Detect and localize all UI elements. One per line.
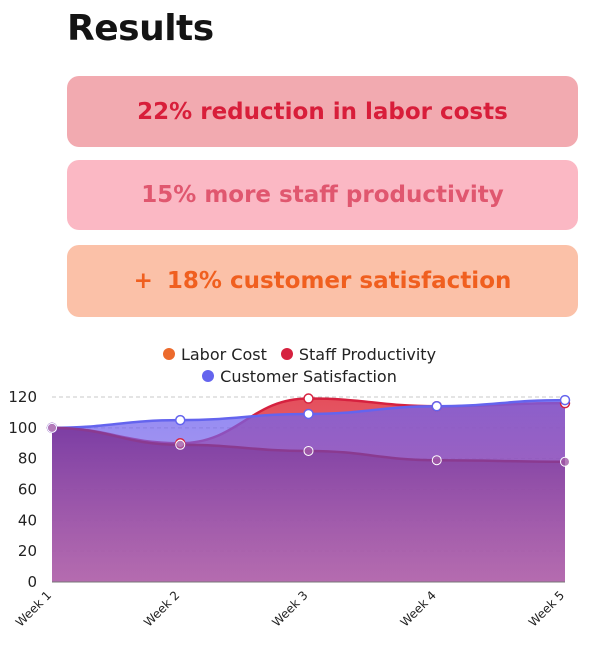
y-tick-label: 40 [18, 511, 37, 529]
result-card-satisfaction: + 18% customer satisfaction [67, 245, 578, 317]
legend-dot-icon [280, 348, 293, 360]
x-tick-label: Week 1 [13, 588, 54, 629]
y-tick-label: 60 [18, 481, 37, 499]
data-point-labor-cost [303, 445, 314, 456]
result-card-text: 15% more staff productivity [141, 182, 504, 208]
y-tick-label: 100 [8, 419, 37, 437]
chart-legend: Labor Cost Staff Productivity Customer S… [0, 343, 599, 387]
y-tick-label: 80 [18, 450, 37, 468]
series-area-labor-cost [52, 427, 565, 582]
x-tick-label: Week 3 [269, 588, 310, 629]
data-point-labor-cost [560, 456, 570, 467]
legend-item-staff-productivity[interactable]: Staff Productivity [280, 344, 437, 364]
data-point-customer-satisfaction [431, 401, 442, 412]
legend-item-labor-cost[interactable]: Labor Cost [162, 344, 267, 364]
legend-dot-icon [202, 370, 215, 382]
result-card-text: 18% customer satisfaction [166, 268, 512, 294]
x-tick-label: Week 4 [398, 588, 439, 629]
x-tick-label: Week 2 [141, 588, 182, 629]
x-tick-label: Week 5 [526, 588, 567, 629]
y-tick-label: 20 [18, 542, 37, 560]
data-point-customer-satisfaction [175, 414, 186, 426]
plus-sign: + [133, 268, 153, 294]
page-title: Results [67, 8, 214, 49]
data-point-customer-satisfaction [559, 394, 571, 406]
legend-label: Staff Productivity [298, 344, 437, 364]
legend-label: Customer Satisfaction [220, 366, 397, 386]
result-card-labor: 22% reduction in labor costs [67, 76, 578, 147]
data-point-labor-cost [175, 439, 186, 450]
result-card-productivity: 15% more staff productivity [67, 160, 578, 230]
data-point-staff-productivity [303, 393, 314, 404]
data-point-customer-satisfaction [303, 408, 314, 420]
data-point-labor-cost [431, 455, 442, 466]
legend-dot-icon [162, 348, 175, 360]
area-chart: 0 20 40 60 80 100 120 Week 1 Week 2 Week 3 Week 4 W… [8, 388, 571, 629]
legend-item-customer-satisfaction[interactable]: Customer Satisfaction [202, 367, 397, 386]
result-card-text: 22% reduction in labor costs [137, 98, 508, 125]
data-point-labor-cost [47, 422, 57, 433]
legend-label: Labor Cost [180, 344, 267, 364]
y-tick-label: 0 [27, 573, 37, 591]
y-tick-label: 120 [8, 388, 37, 406]
